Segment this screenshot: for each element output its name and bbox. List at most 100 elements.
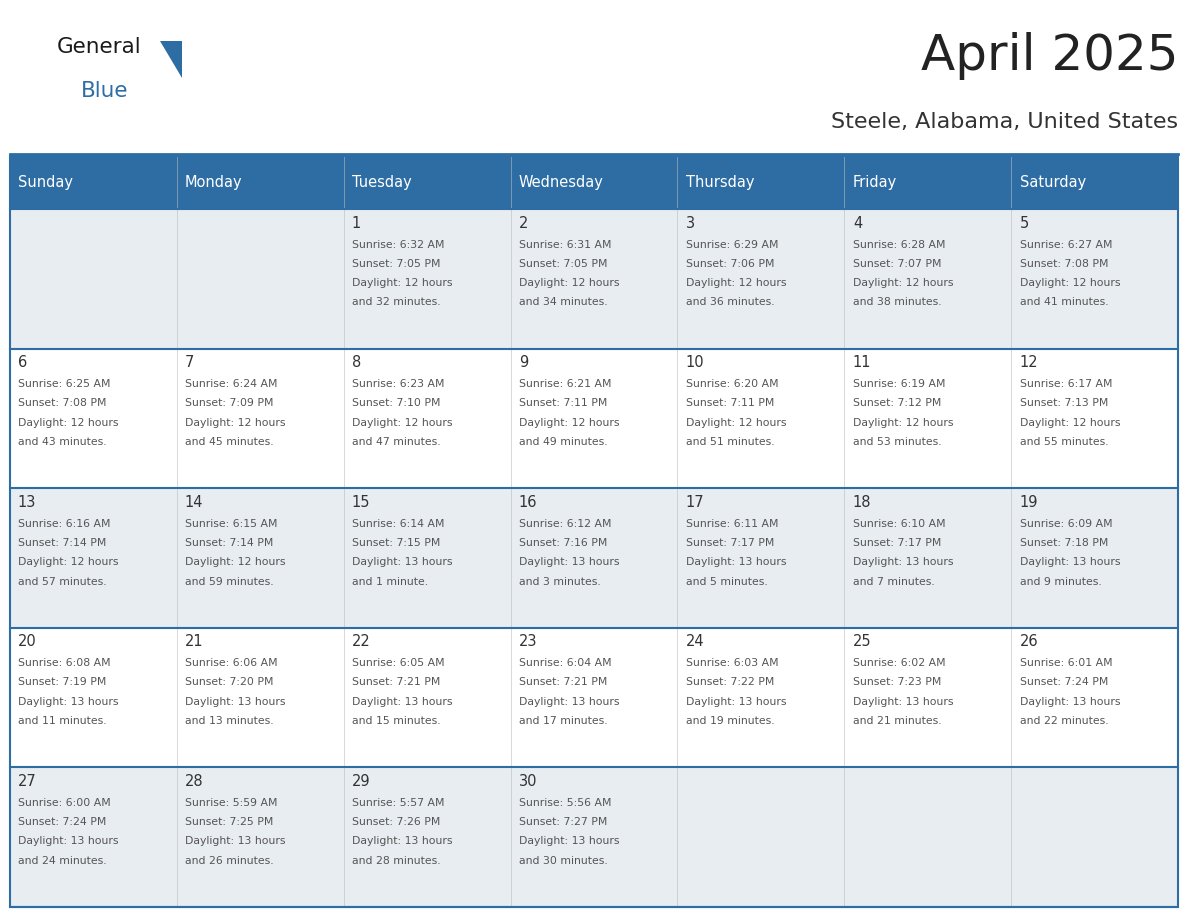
Text: and 34 minutes.: and 34 minutes.: [519, 297, 607, 308]
Text: and 32 minutes.: and 32 minutes.: [352, 297, 441, 308]
Text: and 13 minutes.: and 13 minutes.: [185, 716, 273, 726]
Text: Sunset: 7:16 PM: Sunset: 7:16 PM: [519, 538, 607, 548]
Text: 29: 29: [352, 774, 371, 789]
Text: Sunrise: 6:31 AM: Sunrise: 6:31 AM: [519, 240, 612, 250]
Text: and 41 minutes.: and 41 minutes.: [1019, 297, 1108, 308]
Text: Sunset: 7:05 PM: Sunset: 7:05 PM: [519, 259, 607, 269]
Text: 7: 7: [185, 355, 194, 370]
Text: Sunrise: 6:00 AM: Sunrise: 6:00 AM: [18, 798, 110, 808]
Text: Daylight: 12 hours: Daylight: 12 hours: [185, 418, 285, 428]
Text: Daylight: 13 hours: Daylight: 13 hours: [853, 557, 953, 567]
Text: Sunrise: 6:20 AM: Sunrise: 6:20 AM: [685, 379, 778, 389]
Text: Sunrise: 6:24 AM: Sunrise: 6:24 AM: [185, 379, 277, 389]
Text: Daylight: 12 hours: Daylight: 12 hours: [853, 418, 953, 428]
Text: Sunrise: 6:08 AM: Sunrise: 6:08 AM: [18, 658, 110, 668]
Text: Sunrise: 6:16 AM: Sunrise: 6:16 AM: [18, 519, 110, 529]
Text: Sunset: 7:19 PM: Sunset: 7:19 PM: [18, 677, 106, 688]
Text: Sunrise: 6:29 AM: Sunrise: 6:29 AM: [685, 240, 778, 250]
Text: Sunset: 7:12 PM: Sunset: 7:12 PM: [853, 398, 941, 409]
Text: Sunrise: 6:17 AM: Sunrise: 6:17 AM: [1019, 379, 1112, 389]
Text: and 9 minutes.: and 9 minutes.: [1019, 577, 1101, 587]
Text: 9: 9: [519, 355, 529, 370]
Text: Sunset: 7:08 PM: Sunset: 7:08 PM: [1019, 259, 1108, 269]
Text: 13: 13: [18, 495, 36, 509]
Text: Sunrise: 6:14 AM: Sunrise: 6:14 AM: [352, 519, 444, 529]
Text: 8: 8: [352, 355, 361, 370]
Text: Sunset: 7:26 PM: Sunset: 7:26 PM: [352, 817, 441, 827]
Text: 16: 16: [519, 495, 537, 509]
Text: Sunset: 7:22 PM: Sunset: 7:22 PM: [685, 677, 775, 688]
Text: 2: 2: [519, 216, 529, 230]
Text: Sunrise: 6:04 AM: Sunrise: 6:04 AM: [519, 658, 612, 668]
Text: Daylight: 12 hours: Daylight: 12 hours: [1019, 418, 1120, 428]
Text: Sunset: 7:10 PM: Sunset: 7:10 PM: [352, 398, 441, 409]
Text: 19: 19: [1019, 495, 1038, 509]
Text: Daylight: 13 hours: Daylight: 13 hours: [352, 836, 453, 846]
Text: Sunset: 7:17 PM: Sunset: 7:17 PM: [853, 538, 941, 548]
Text: Sunset: 7:24 PM: Sunset: 7:24 PM: [1019, 677, 1108, 688]
Text: Daylight: 13 hours: Daylight: 13 hours: [519, 557, 619, 567]
Text: 3: 3: [685, 216, 695, 230]
Text: 4: 4: [853, 216, 862, 230]
Text: Thursday: Thursday: [685, 175, 754, 190]
Text: Sunrise: 6:05 AM: Sunrise: 6:05 AM: [352, 658, 444, 668]
Text: and 17 minutes.: and 17 minutes.: [519, 716, 607, 726]
Text: and 22 minutes.: and 22 minutes.: [1019, 716, 1108, 726]
Text: Sunset: 7:17 PM: Sunset: 7:17 PM: [685, 538, 775, 548]
Text: Daylight: 12 hours: Daylight: 12 hours: [352, 418, 453, 428]
Text: 30: 30: [519, 774, 537, 789]
Text: Sunrise: 5:57 AM: Sunrise: 5:57 AM: [352, 798, 444, 808]
Text: Sunrise: 6:15 AM: Sunrise: 6:15 AM: [185, 519, 277, 529]
Text: Daylight: 12 hours: Daylight: 12 hours: [185, 557, 285, 567]
Text: and 38 minutes.: and 38 minutes.: [853, 297, 941, 308]
Text: Friday: Friday: [853, 175, 897, 190]
Text: Sunset: 7:06 PM: Sunset: 7:06 PM: [685, 259, 775, 269]
Text: and 47 minutes.: and 47 minutes.: [352, 437, 441, 447]
Text: 22: 22: [352, 634, 371, 649]
Text: 20: 20: [18, 634, 37, 649]
Text: Steele, Alabama, United States: Steele, Alabama, United States: [832, 112, 1178, 132]
Text: and 57 minutes.: and 57 minutes.: [18, 577, 107, 587]
Text: 6: 6: [18, 355, 27, 370]
Text: Daylight: 12 hours: Daylight: 12 hours: [519, 418, 619, 428]
Text: Saturday: Saturday: [1019, 175, 1086, 190]
Text: Wednesday: Wednesday: [519, 175, 604, 190]
Text: 21: 21: [185, 634, 203, 649]
Text: and 21 minutes.: and 21 minutes.: [853, 716, 941, 726]
Text: and 15 minutes.: and 15 minutes.: [352, 716, 441, 726]
Text: and 28 minutes.: and 28 minutes.: [352, 856, 441, 866]
Text: Sunrise: 6:06 AM: Sunrise: 6:06 AM: [185, 658, 278, 668]
Text: 28: 28: [185, 774, 203, 789]
Text: Daylight: 12 hours: Daylight: 12 hours: [18, 557, 119, 567]
Text: Daylight: 13 hours: Daylight: 13 hours: [352, 697, 453, 707]
Text: 15: 15: [352, 495, 371, 509]
Text: 27: 27: [18, 774, 37, 789]
Text: Sunrise: 6:12 AM: Sunrise: 6:12 AM: [519, 519, 612, 529]
Text: 26: 26: [1019, 634, 1038, 649]
Text: Sunrise: 6:09 AM: Sunrise: 6:09 AM: [1019, 519, 1112, 529]
Text: Sunset: 7:18 PM: Sunset: 7:18 PM: [1019, 538, 1108, 548]
Text: Daylight: 13 hours: Daylight: 13 hours: [18, 836, 119, 846]
Text: Sunrise: 6:11 AM: Sunrise: 6:11 AM: [685, 519, 778, 529]
Text: Sunset: 7:05 PM: Sunset: 7:05 PM: [352, 259, 441, 269]
Text: and 30 minutes.: and 30 minutes.: [519, 856, 607, 866]
Text: Sunset: 7:13 PM: Sunset: 7:13 PM: [1019, 398, 1108, 409]
Text: and 36 minutes.: and 36 minutes.: [685, 297, 775, 308]
Text: 24: 24: [685, 634, 704, 649]
Text: 23: 23: [519, 634, 537, 649]
Text: and 19 minutes.: and 19 minutes.: [685, 716, 775, 726]
Text: Sunday: Sunday: [18, 175, 72, 190]
Text: Sunset: 7:15 PM: Sunset: 7:15 PM: [352, 538, 441, 548]
Text: Daylight: 12 hours: Daylight: 12 hours: [352, 278, 453, 288]
Text: and 7 minutes.: and 7 minutes.: [853, 577, 935, 587]
Text: Sunrise: 5:56 AM: Sunrise: 5:56 AM: [519, 798, 612, 808]
Text: Daylight: 13 hours: Daylight: 13 hours: [685, 557, 786, 567]
Text: Sunrise: 6:01 AM: Sunrise: 6:01 AM: [1019, 658, 1112, 668]
Text: Sunset: 7:14 PM: Sunset: 7:14 PM: [185, 538, 273, 548]
Text: Daylight: 13 hours: Daylight: 13 hours: [185, 697, 285, 707]
Text: Daylight: 13 hours: Daylight: 13 hours: [185, 836, 285, 846]
Text: Sunset: 7:23 PM: Sunset: 7:23 PM: [853, 677, 941, 688]
Text: Sunset: 7:25 PM: Sunset: 7:25 PM: [185, 817, 273, 827]
Text: Sunset: 7:11 PM: Sunset: 7:11 PM: [685, 398, 775, 409]
Text: Daylight: 12 hours: Daylight: 12 hours: [519, 278, 619, 288]
